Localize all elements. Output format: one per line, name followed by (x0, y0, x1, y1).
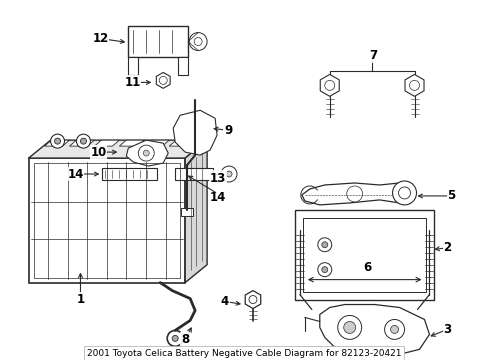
Polygon shape (29, 140, 207, 158)
Text: 11: 11 (124, 76, 140, 89)
Bar (178, 58, 188, 75)
Bar (102, 168, 157, 180)
Bar (128, 26, 188, 58)
Text: 6: 6 (363, 261, 371, 274)
Circle shape (317, 263, 331, 276)
Bar (128, 58, 138, 75)
Circle shape (81, 138, 86, 144)
Circle shape (321, 242, 327, 248)
Text: 12: 12 (92, 32, 108, 45)
Text: 4: 4 (221, 295, 229, 308)
Circle shape (392, 181, 416, 205)
Circle shape (55, 138, 61, 144)
Circle shape (167, 330, 183, 346)
Text: 2001 Toyota Celica Battery Negative Cable Diagram for 82123-20421: 2001 Toyota Celica Battery Negative Cabl… (86, 349, 401, 358)
Polygon shape (169, 140, 194, 146)
Circle shape (390, 325, 398, 333)
Polygon shape (126, 140, 168, 166)
Circle shape (225, 171, 232, 177)
Circle shape (343, 321, 355, 333)
Bar (175, 168, 213, 180)
Text: 5: 5 (447, 189, 455, 202)
Circle shape (248, 296, 256, 303)
Circle shape (346, 186, 362, 202)
Circle shape (398, 187, 410, 199)
Text: 8: 8 (181, 333, 189, 346)
Polygon shape (319, 305, 428, 354)
Bar (29, 158, 185, 283)
Circle shape (324, 80, 334, 90)
Circle shape (194, 37, 202, 45)
Polygon shape (144, 140, 169, 146)
Text: 2: 2 (443, 241, 450, 254)
Circle shape (221, 166, 237, 182)
Text: 3: 3 (443, 323, 450, 336)
Polygon shape (320, 75, 339, 96)
Circle shape (384, 319, 404, 339)
Polygon shape (173, 110, 217, 155)
Text: 14: 14 (67, 167, 83, 180)
Text: 14: 14 (209, 192, 226, 204)
Bar (294, 210, 433, 300)
Circle shape (143, 150, 149, 156)
Circle shape (321, 267, 327, 273)
Circle shape (317, 238, 331, 252)
Polygon shape (156, 72, 170, 88)
Polygon shape (44, 140, 69, 146)
Circle shape (189, 32, 207, 50)
Circle shape (172, 336, 178, 341)
Circle shape (159, 76, 167, 84)
Polygon shape (119, 140, 144, 146)
Text: 1: 1 (76, 293, 84, 306)
Circle shape (50, 134, 64, 148)
Text: 13: 13 (209, 171, 226, 185)
Polygon shape (94, 140, 119, 146)
Circle shape (337, 315, 361, 339)
Circle shape (408, 80, 419, 90)
Polygon shape (69, 140, 94, 146)
Polygon shape (404, 75, 423, 96)
Polygon shape (185, 140, 207, 283)
Polygon shape (244, 291, 260, 309)
Polygon shape (301, 183, 414, 205)
Circle shape (76, 134, 90, 148)
Circle shape (138, 145, 154, 161)
Text: 10: 10 (90, 145, 106, 159)
Bar (302, 218, 426, 292)
Text: 9: 9 (224, 124, 232, 137)
Text: 7: 7 (369, 49, 377, 62)
Bar (181, 208, 193, 216)
